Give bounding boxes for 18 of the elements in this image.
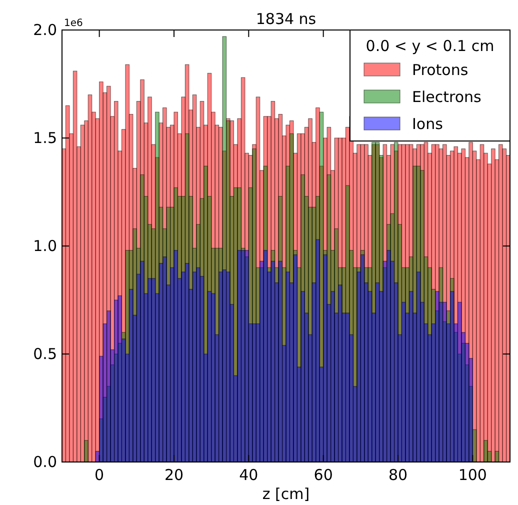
- x-tick-label: 80: [388, 466, 408, 484]
- legend-label: Electrons: [412, 88, 482, 106]
- x-tick-label: 20: [164, 466, 184, 484]
- chart-title: 1834 ns: [256, 10, 316, 28]
- x-tick-label: 0: [94, 466, 104, 484]
- x-axis-title: z [cm]: [262, 485, 310, 503]
- legend-label: Protons: [412, 61, 468, 79]
- x-tick-label: 60: [314, 466, 333, 484]
- text: 1e6: [64, 18, 83, 29]
- y-tick-label: 1.0: [33, 237, 57, 255]
- y-tick-label: 0.0: [33, 453, 57, 471]
- legend-title: 0.0 < y < 0.1 cm: [366, 37, 494, 55]
- x-tick-label: 40: [239, 466, 258, 484]
- y-tick-label: 2.0: [33, 21, 57, 39]
- x-tick-label: 100: [458, 466, 487, 484]
- y-tick-label: 1.5: [33, 129, 57, 147]
- y-tick-label: 0.5: [33, 345, 57, 363]
- legend-label: Ions: [412, 115, 444, 133]
